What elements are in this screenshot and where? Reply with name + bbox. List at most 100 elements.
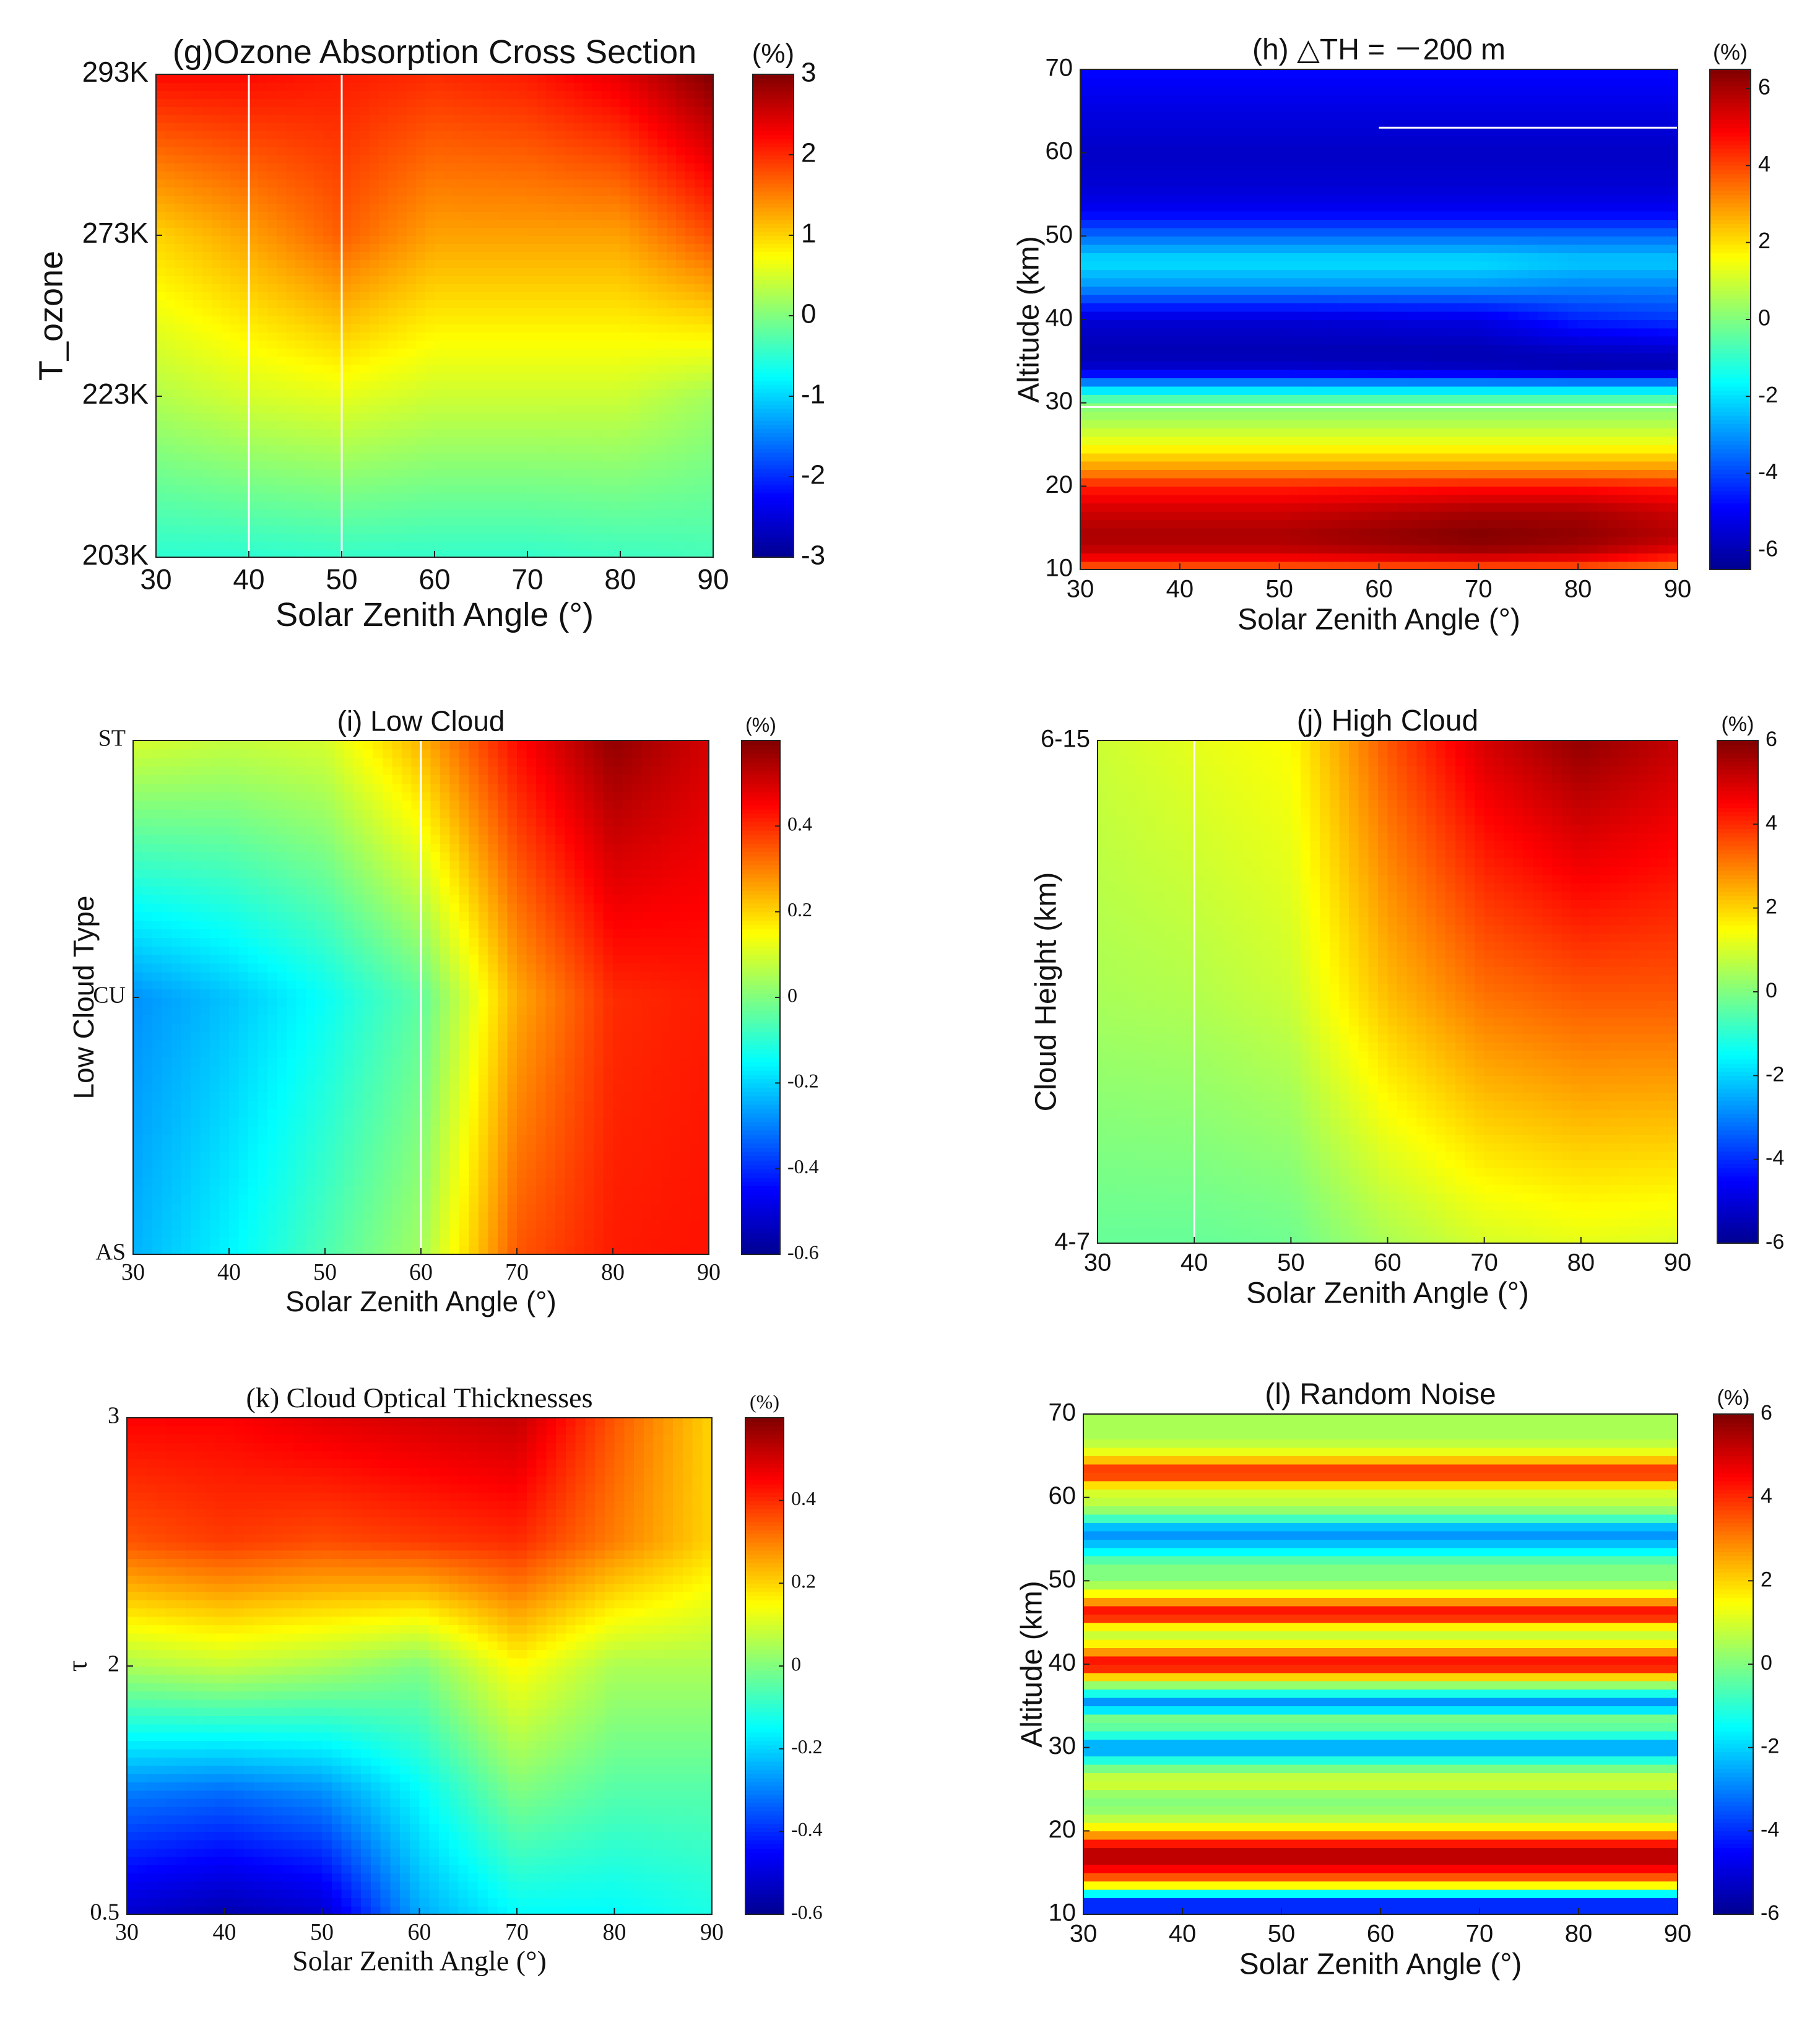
- heatmap-cell: [258, 493, 268, 501]
- heatmap-cell: [453, 485, 463, 493]
- heatmap-cell: [1269, 445, 1280, 454]
- heatmap-cell: [1269, 527, 1280, 537]
- heatmap-cell: [230, 445, 240, 453]
- heatmap-cell: [1548, 519, 1559, 529]
- heatmap-cell: [379, 292, 389, 300]
- heatmap-cell: [416, 404, 426, 413]
- heatmap-cell: [323, 428, 333, 437]
- heatmap-cell: [1169, 511, 1181, 520]
- heatmap-cell: [212, 525, 222, 534]
- heatmap-cell: [620, 412, 630, 421]
- heatmap-cell: [342, 259, 352, 268]
- heatmap-cell: [407, 477, 417, 485]
- heatmap-cell: [175, 388, 184, 397]
- heatmap-cell: [258, 251, 268, 260]
- heatmap-cell: [267, 445, 277, 453]
- heatmap-cell: [1657, 519, 1668, 529]
- heatmap-cell: [695, 259, 704, 268]
- heatmap-cell: [435, 251, 444, 260]
- heatmap-cell: [602, 179, 612, 188]
- heatmap-cell: [156, 541, 166, 550]
- heatmap-cell: [249, 404, 259, 413]
- heatmap-cell: [472, 324, 482, 332]
- heatmap-cell: [546, 235, 556, 244]
- heatmap-cell: [184, 300, 194, 308]
- heatmap-cell: [184, 340, 194, 349]
- heatmap-cell: [175, 123, 184, 131]
- heatmap-cell: [435, 380, 444, 389]
- heatmap-cell: [518, 348, 528, 357]
- heatmap-cell: [574, 549, 584, 558]
- heatmap-cell: [388, 436, 398, 445]
- heatmap-cell: [1080, 411, 1091, 420]
- heatmap-cell: [565, 171, 574, 180]
- heatmap-cell: [1508, 519, 1519, 529]
- heatmap-cell: [500, 227, 509, 236]
- heatmap-cell: [1150, 411, 1161, 420]
- heatmap-cell: [518, 461, 528, 469]
- heatmap-cell: [695, 364, 704, 373]
- heatmap-cell: [249, 316, 259, 324]
- heatmap-cell: [490, 461, 500, 469]
- heatmap-cell: [397, 74, 407, 83]
- heatmap-cell: [1110, 461, 1121, 471]
- heatmap-cell: [397, 203, 407, 212]
- heatmap-cell: [379, 453, 389, 461]
- heatmap-cell: [212, 436, 222, 445]
- heatmap-cell: [416, 541, 426, 550]
- heatmap-cell: [611, 340, 621, 349]
- heatmap-cell: [323, 267, 333, 276]
- colorbar-segment: [753, 428, 794, 433]
- heatmap-cell: [602, 123, 612, 131]
- heatmap-cell: [323, 163, 333, 171]
- heatmap-cell: [156, 284, 166, 292]
- heatmap-cell: [314, 155, 324, 163]
- heatmap-cell: [156, 316, 166, 324]
- heatmap-cell: [1449, 519, 1459, 529]
- heatmap-cell: [527, 243, 537, 252]
- heatmap-cell: [444, 131, 454, 139]
- heatmap-cell: [1150, 536, 1161, 545]
- heatmap-cell: [537, 348, 547, 357]
- heatmap-cell: [240, 308, 249, 316]
- heatmap-cell: [583, 300, 593, 308]
- heatmap-cell: [295, 203, 305, 212]
- heatmap-cell: [1200, 561, 1210, 570]
- heatmap-cell: [397, 324, 407, 332]
- heatmap-cell: [472, 227, 482, 236]
- heatmap-cell: [1299, 411, 1310, 420]
- heatmap-cell: [695, 348, 704, 357]
- heatmap-cell: [620, 98, 630, 107]
- heatmap-cell: [546, 501, 556, 510]
- heatmap-cell: [425, 267, 435, 276]
- heatmap-cell: [1339, 486, 1350, 495]
- colorbar-segment: [753, 332, 794, 337]
- heatmap-cell: [379, 139, 389, 147]
- heatmap-cell: [351, 356, 361, 365]
- heatmap-cell: [388, 74, 398, 83]
- heatmap-cell: [1369, 461, 1380, 471]
- heatmap-cell: [500, 171, 509, 180]
- heatmap-cell: [583, 267, 593, 276]
- heatmap-cell: [295, 195, 305, 204]
- heatmap-cell: [397, 453, 407, 461]
- colorbar-segment: [753, 199, 794, 204]
- heatmap-cell: [267, 123, 277, 131]
- heatmap-cell: [676, 316, 686, 324]
- heatmap-cell: [267, 533, 277, 542]
- heatmap-cell: [444, 388, 454, 397]
- heatmap-cell: [379, 235, 389, 244]
- heatmap-cell: [305, 525, 314, 534]
- heatmap-cell: [249, 131, 259, 139]
- heatmap-cell: [1179, 544, 1190, 553]
- heatmap-cell: [175, 356, 184, 365]
- heatmap-cell: [240, 267, 249, 276]
- heatmap-cell: [565, 316, 574, 324]
- heatmap-cell: [295, 541, 305, 550]
- heatmap-cell: [1179, 469, 1190, 479]
- heatmap-cell: [704, 235, 714, 244]
- heatmap-cell: [277, 420, 287, 429]
- heatmap-cell: [379, 420, 389, 429]
- heatmap-cell: [240, 276, 249, 284]
- heatmap-cell: [416, 533, 426, 542]
